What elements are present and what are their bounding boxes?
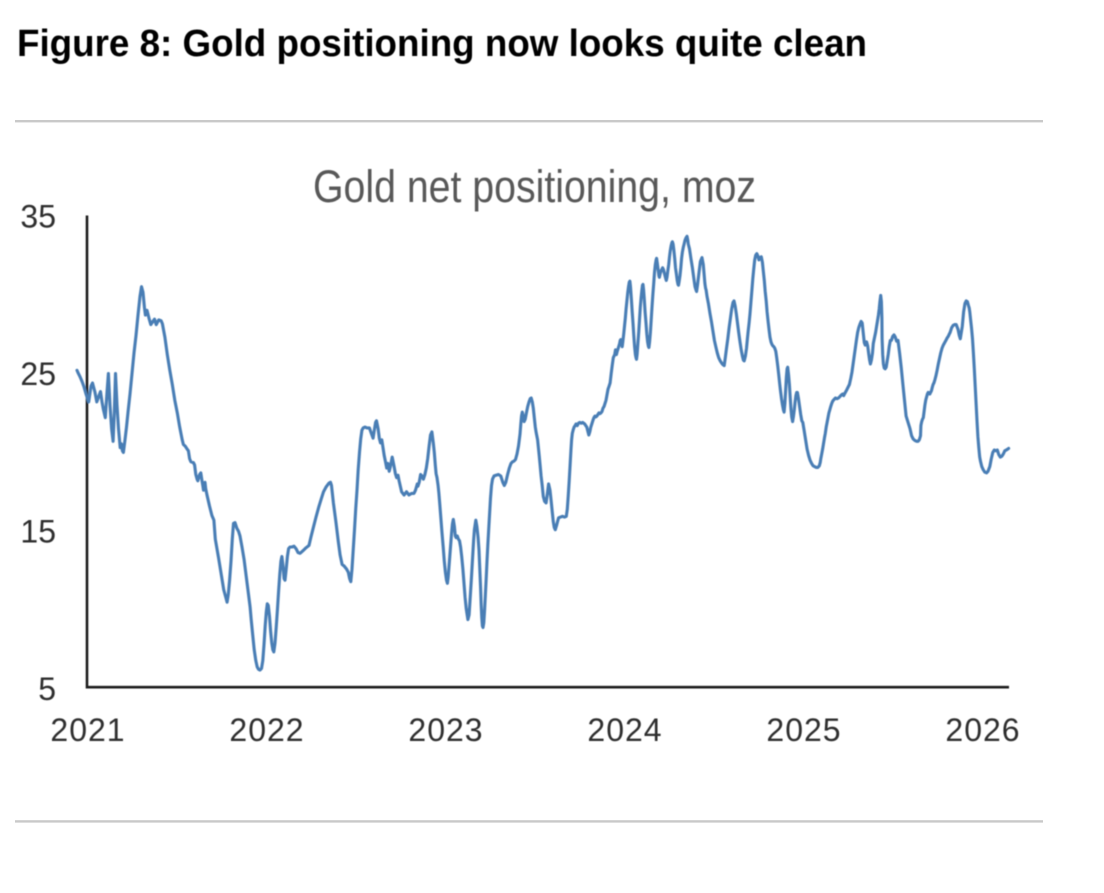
svg-text:35: 35 [20, 199, 56, 235]
svg-text:2022: 2022 [229, 712, 304, 748]
svg-text:2023: 2023 [408, 712, 483, 748]
svg-text:Gold net positioning, moz: Gold net positioning, moz [313, 161, 756, 212]
svg-text:Figure 8: Gold positioning now: Figure 8: Gold positioning now looks qui… [17, 23, 867, 65]
svg-text:25: 25 [20, 356, 56, 392]
svg-text:5: 5 [38, 671, 56, 707]
svg-text:15: 15 [20, 514, 56, 550]
svg-text:2025: 2025 [766, 712, 841, 748]
svg-text:2021: 2021 [50, 712, 125, 748]
svg-text:2026: 2026 [945, 712, 1020, 748]
svg-text:2024: 2024 [587, 712, 662, 748]
